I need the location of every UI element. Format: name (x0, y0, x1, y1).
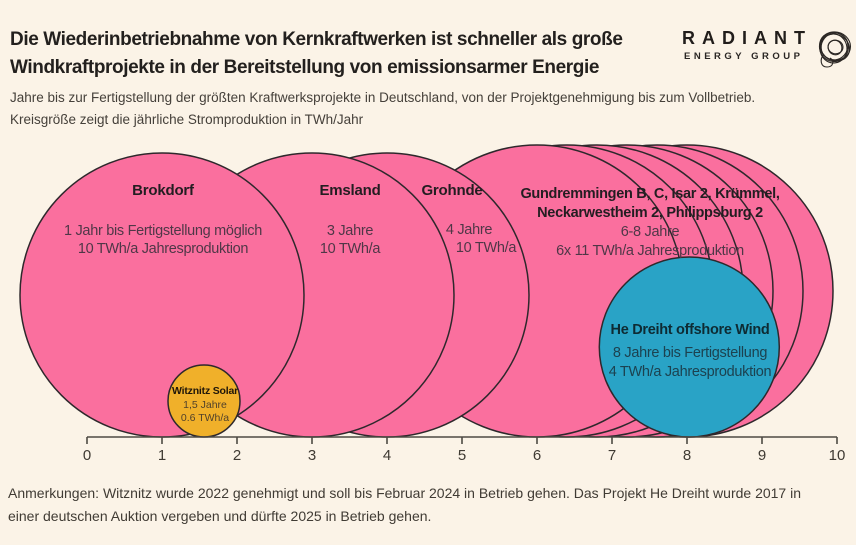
bubble-title-grohnde: Grohnde (421, 182, 483, 199)
bubble-line: 6x 11 TWh/a Jahresproduktion (556, 243, 744, 259)
axis-tick-label: 0 (83, 447, 91, 464)
label-witznitz: Witznitz Solar 1,5 Jahre 0.6 TWh/a (172, 385, 238, 425)
bubble-line: 4 Jahre (445, 222, 493, 238)
bubble-line: 1 Jahr bis Fertigstellung möglich (63, 223, 263, 239)
axis-tick-label: 4 (383, 447, 391, 464)
axis-tick-label: 2 (233, 447, 241, 464)
bubble-title-gundremmingen: Neckarwestheim 2, Philippsburg 2 (537, 205, 763, 221)
axis-tick-label: 1 (158, 447, 166, 464)
brand-tagline: ENERGY GROUP (684, 51, 804, 62)
brand-swirl-icon (818, 31, 851, 68)
bubble-title-brokdorf: Brokdorf (132, 182, 194, 199)
bubble-line: 10 TWh/a (319, 240, 381, 257)
bubble-title-emsland: Emsland (319, 182, 381, 199)
bubble-line: 3 Jahre (326, 223, 374, 239)
page-title: Die Wiederinbetriebnahme von Kernkraftwe… (10, 29, 623, 78)
footnote: Anmerkungen: Witznitz wurde 2022 genehmi… (8, 485, 801, 524)
axis-tick-label: 8 (683, 447, 691, 464)
label-brokdorf: Brokdorf 1 Jahr bis Fertigstellung mögli… (64, 183, 262, 258)
axis-tick-label: 5 (458, 447, 466, 464)
bubble-title-he-dreiht: He Dreiht offshore Wind (610, 322, 770, 338)
bubble-line: 10 TWh/a (455, 240, 517, 256)
bubble-line: 8 Jahre bis Fertigstellung (612, 345, 768, 361)
bubble-line: 1,5 Jahre (183, 399, 227, 411)
axis-tick-label: 9 (758, 447, 766, 464)
bubble-line: 0.6 TWh/a (180, 412, 230, 424)
brand-text: RADIANT ENERGY GROUP (682, 28, 812, 63)
axis-tick-label: 6 (533, 447, 541, 464)
page-subtitle: Jahre bis zur Fertigstellung der größten… (10, 90, 756, 127)
axis-tick-label: 10 (829, 447, 846, 464)
axis-tick-label: 7 (608, 447, 616, 464)
label-emsland: Emsland 3 Jahre 10 TWh/a (319, 183, 380, 258)
bubble-title-witznitz: Witznitz Solar (172, 385, 238, 397)
label-he-dreiht: He Dreiht offshore Wind 8 Jahre bis Fert… (609, 322, 772, 382)
bubble-line: 6-8 Jahre (620, 224, 680, 240)
label-gundremmingen: Gundremmingen B, C, Isar 2, Krümmel, Nec… (520, 185, 779, 261)
brand-name: RADIANT (682, 28, 812, 48)
bubble-line: 10 TWh/a Jahresproduktion (77, 240, 249, 257)
bubble-title-gundremmingen: Gundremmingen B, C, Isar 2, Krümmel, (520, 186, 780, 202)
brand-logo: RADIANT ENERGY GROUP (682, 29, 853, 71)
bubble-line: 4 TWh/a Jahresproduktion (608, 364, 772, 380)
axis-tick-label: 3 (308, 447, 316, 464)
